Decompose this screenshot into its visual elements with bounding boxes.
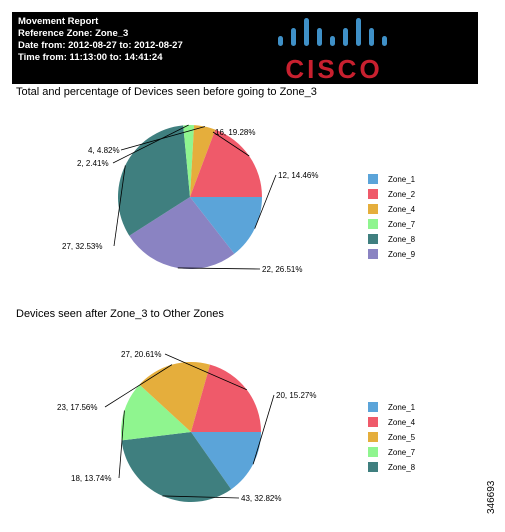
time-range: Time from: 11:13:00 to: 14:41:24 <box>18 52 163 63</box>
reference-zone: Reference Zone: Zone_3 <box>18 28 129 39</box>
report-info: Movement Report Reference Zone: Zone_3 D… <box>18 16 183 64</box>
pie-slice-zone_8 <box>117 125 190 236</box>
date-range: Date from: 2012-08-27 to: 2012-08-27 <box>18 40 183 51</box>
logo-bar <box>369 28 374 46</box>
slice-label: 4, 4.82% <box>88 146 120 155</box>
logo-bar <box>356 18 361 46</box>
cisco-logo-text: CISCO <box>285 54 382 82</box>
leader-line <box>212 131 250 157</box>
legend-label: Zone_7 <box>388 448 416 457</box>
legend-swatch <box>368 219 378 229</box>
slice-label: 20, 15.27% <box>276 391 316 400</box>
logo-bar <box>330 36 335 46</box>
pie-slice-zone_7 <box>120 384 191 441</box>
pie-chart-before: 12, 14.46% 22, 26.51% 27, 32.53% 2, 2.41% 4,… <box>62 124 416 274</box>
leader-line <box>112 124 189 164</box>
logo-bar <box>304 18 309 46</box>
pie-slice-zone_9 <box>129 197 235 269</box>
pie-slice-zone_8 <box>121 432 232 502</box>
legend-label: Zone_8 <box>388 235 416 244</box>
legend-label: Zone_7 <box>388 220 416 229</box>
figure-id: 346693 <box>486 480 497 514</box>
legend-swatch <box>368 234 378 244</box>
slice-label: 12, 14.46% <box>278 171 318 180</box>
legend-label: Zone_4 <box>388 205 416 214</box>
leader-line <box>118 410 125 479</box>
pie-slice-zone_4 <box>191 364 261 432</box>
leader-line <box>113 165 126 247</box>
leader-line <box>177 267 261 270</box>
legend-label: Zone_2 <box>388 190 416 199</box>
slice-label: 43, 32.82% <box>241 494 281 503</box>
legend-swatch <box>368 432 378 442</box>
legend-label: Zone_8 <box>388 463 416 472</box>
logo-bar <box>291 28 296 46</box>
slice-label: 23, 17.56% <box>57 403 97 412</box>
slice-label: 27, 32.53% <box>62 242 102 251</box>
legend-label: Zone_1 <box>388 403 416 412</box>
legend-label: Zone_5 <box>388 433 416 442</box>
slice-label: 18, 13.74% <box>71 474 111 483</box>
legend-swatch <box>368 402 378 412</box>
leader-line <box>164 353 247 391</box>
legend-swatch <box>368 249 378 259</box>
logo-bar <box>382 36 387 46</box>
leader-line <box>120 126 205 151</box>
slice-label: 27, 20.61% <box>121 350 161 359</box>
pie-slice-zone_2 <box>190 129 262 197</box>
legend-label: Zone_4 <box>388 418 416 427</box>
legend-swatch <box>368 189 378 199</box>
legend-swatch <box>368 447 378 457</box>
cisco-logo: CISCO <box>278 18 387 82</box>
legend-label: Zone_9 <box>388 250 416 259</box>
leader-line <box>162 495 240 499</box>
legend-swatch <box>368 417 378 427</box>
leader-line <box>254 174 277 229</box>
leader-line <box>252 394 275 465</box>
pie-slice-zone_1 <box>191 432 261 490</box>
legend-swatch <box>368 204 378 214</box>
legend-swatch <box>368 462 378 472</box>
chart-title-before: Total and percentage of Devices seen bef… <box>16 86 317 98</box>
pie-slice-zone_5 <box>139 362 211 432</box>
legend-swatch <box>368 174 378 184</box>
slice-label: 2, 2.41% <box>77 159 109 168</box>
pie-chart-after: 20, 15.27% 43, 32.82% 18, 13.74% 23, 17.56%… <box>57 350 416 503</box>
report-header: Movement Report Reference Zone: Zone_3 D… <box>12 12 478 84</box>
logo-bar <box>317 28 322 46</box>
leader-line <box>104 364 173 408</box>
logo-bar <box>343 28 348 46</box>
pie-slice-zone_1 <box>190 197 262 254</box>
slice-label: 22, 26.51% <box>262 265 302 274</box>
report-title: Movement Report <box>18 16 99 27</box>
slice-label: 16, 19.28% <box>215 128 255 137</box>
pie-slice-zone_7 <box>183 125 195 197</box>
legend-label: Zone_1 <box>388 175 416 184</box>
logo-bar <box>278 36 283 46</box>
chart-title-after: Devices seen after Zone_3 to Other Zones <box>16 308 224 320</box>
pie-slice-zone_4 <box>190 125 216 197</box>
